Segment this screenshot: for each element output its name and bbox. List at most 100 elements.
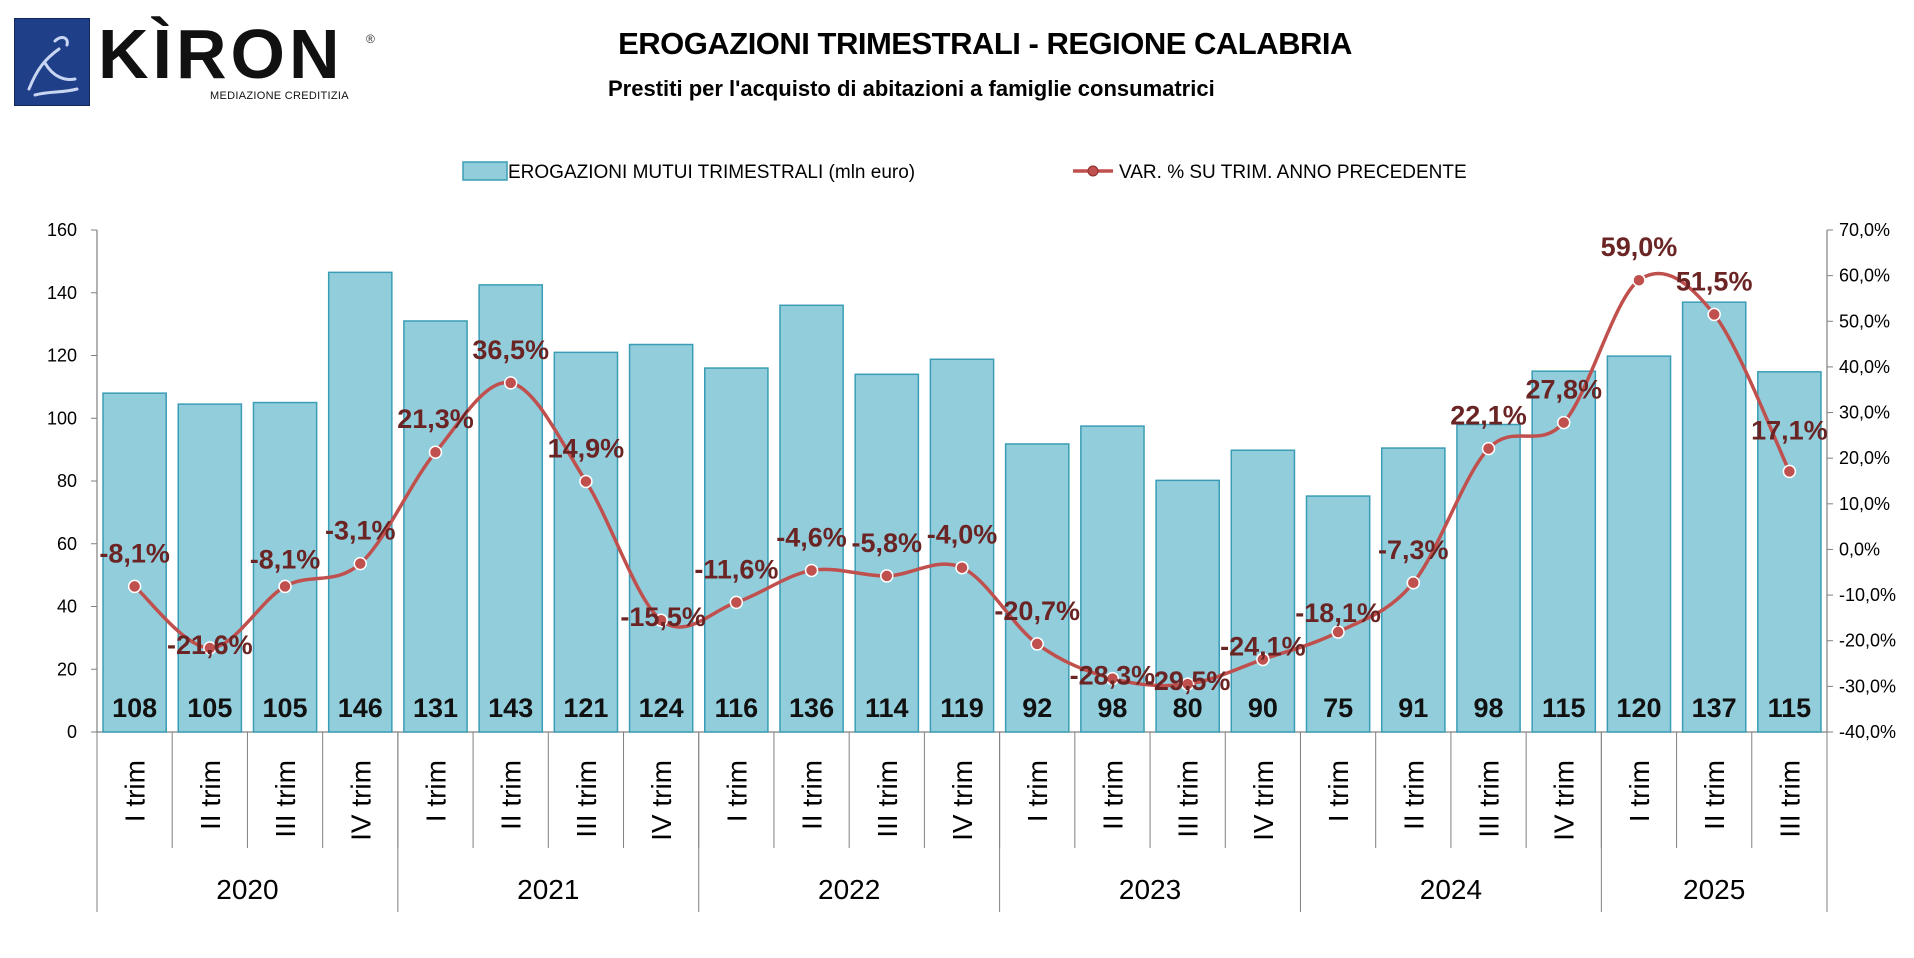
bar	[177, 403, 243, 733]
bar	[102, 392, 167, 733]
brand-logo: KÌRON ® MEDIAZIONE CREDITIZIA	[14, 15, 375, 106]
y-right-tick-label: -30,0%	[1839, 676, 1896, 696]
legend-bar-label: EROGAZIONI MUTUI TRIMESTRALI (mln euro)	[508, 162, 915, 183]
bar	[1681, 301, 1747, 733]
year-label: 2020	[216, 874, 278, 905]
chart-subtitle: Prestiti per l'acquisto di abitazioni a …	[608, 76, 1215, 101]
bar-value-label: 124	[639, 693, 684, 723]
chart-title: EROGAZIONI TRIMESTRALI - REGIONE CALABRI…	[618, 26, 1352, 61]
bar-value-label: 114	[865, 693, 909, 723]
variation-point	[1406, 576, 1421, 590]
line-value-label: -8,1%	[99, 538, 170, 568]
category-label: IV trim	[345, 760, 376, 841]
y-left-tick-label: 80	[57, 471, 77, 491]
variation-point	[1105, 671, 1120, 686]
variation-point	[880, 569, 894, 583]
category-label: III trim	[1474, 760, 1505, 838]
bar	[553, 351, 619, 733]
bar	[929, 358, 995, 733]
bar-value-label: 92	[1022, 693, 1052, 723]
legend-line-label: VAR. % SU TRIM. ANNO PRECEDENTE	[1119, 162, 1467, 183]
bar	[1305, 495, 1371, 733]
category-label: II trim	[1699, 760, 1730, 830]
category-label: II trim	[797, 760, 828, 830]
line-value-label: -7,3%	[1378, 535, 1449, 565]
year-label: 2023	[1119, 874, 1181, 905]
line-value-label: -4,0%	[927, 520, 998, 550]
year-label: 2021	[517, 874, 579, 905]
y-right-tick-label: 20,0%	[1839, 448, 1890, 468]
line-value-label: -11,6%	[694, 554, 778, 584]
y-left-tick-label: 100	[47, 408, 77, 428]
logo-emblem-icon	[14, 18, 90, 106]
category-label: I trim	[1624, 760, 1655, 822]
category-label: III trim	[872, 760, 903, 838]
variation-point	[729, 595, 744, 610]
bar-value-label: 120	[1616, 693, 1661, 723]
bar	[628, 343, 694, 733]
bar-value-label: 115	[1768, 693, 1812, 723]
variation-point	[1782, 464, 1797, 479]
category-label: II trim	[1097, 760, 1128, 830]
line-value-label: -29,5%	[1145, 666, 1231, 696]
bar	[403, 320, 468, 733]
y-right-tick-label: 50,0%	[1839, 311, 1890, 331]
variation-point	[1632, 273, 1646, 287]
bar-value-label: 105	[263, 693, 308, 723]
variation-point	[654, 613, 668, 627]
bar-value-label: 116	[715, 693, 759, 723]
variation-point	[955, 560, 969, 575]
bar	[1606, 355, 1672, 733]
category-label: IV trim	[1549, 760, 1580, 841]
y-left-tick-label: 120	[47, 346, 77, 366]
variation-point	[1707, 307, 1721, 322]
bar-value-label: 91	[1398, 693, 1428, 723]
y-right-tick-label: 40,0%	[1839, 357, 1890, 377]
bar-value-label: 75	[1323, 693, 1353, 723]
bar	[478, 284, 544, 733]
chart-title-block: EROGAZIONI TRIMESTRALI - REGIONE CALABRI…	[0, 26, 1890, 62]
bar-value-label: 80	[1173, 693, 1203, 723]
category-label: IV trim	[646, 760, 677, 841]
variation-point	[1030, 637, 1044, 651]
y-right-tick-label: -10,0%	[1839, 585, 1896, 605]
bar-value-label: 131	[413, 693, 458, 723]
line-value-label: -3,1%	[325, 516, 396, 546]
line-value-label: 14,9%	[548, 433, 625, 463]
y-left-tick-label: 0	[67, 722, 77, 742]
year-label: 2025	[1683, 874, 1745, 905]
y-right-tick-label: 60,0%	[1839, 266, 1890, 286]
variation-point	[353, 556, 368, 571]
line-value-label: -28,3%	[1070, 661, 1156, 691]
bar	[854, 373, 920, 733]
bar	[1456, 423, 1521, 733]
y-left-tick-label: 160	[47, 220, 77, 240]
y-right-tick-label: 70,0%	[1839, 220, 1890, 240]
bar-value-label: 137	[1692, 693, 1737, 723]
bar-value-label: 98	[1097, 693, 1127, 723]
bar-value-label: 119	[940, 693, 984, 723]
variation-point	[127, 579, 142, 594]
bar	[1531, 370, 1597, 733]
bar-value-label: 115	[1542, 693, 1586, 723]
legend-bar-swatch	[462, 161, 508, 181]
y-right-tick-label: -20,0%	[1839, 631, 1896, 651]
category-label: IV trim	[947, 760, 978, 841]
bar-value-label: 98	[1473, 693, 1503, 723]
y-left-tick-label: 140	[47, 283, 77, 303]
line-value-label: 22,1%	[1450, 401, 1527, 431]
line-value-label: 21,3%	[397, 404, 474, 434]
variation-point	[278, 579, 292, 594]
variation-point	[804, 563, 819, 578]
bar	[252, 401, 318, 733]
line-value-label: 51,5%	[1676, 266, 1753, 296]
bar	[779, 304, 844, 733]
line-value-label: -15,5%	[620, 602, 706, 632]
variation-point	[428, 445, 443, 459]
bar-value-label: 143	[488, 693, 533, 723]
category-label: II trim	[195, 760, 226, 830]
variation-point	[1556, 415, 1571, 430]
category-label: I trim	[1323, 760, 1354, 822]
bar	[1004, 443, 1070, 733]
category-label: II trim	[1398, 760, 1429, 830]
